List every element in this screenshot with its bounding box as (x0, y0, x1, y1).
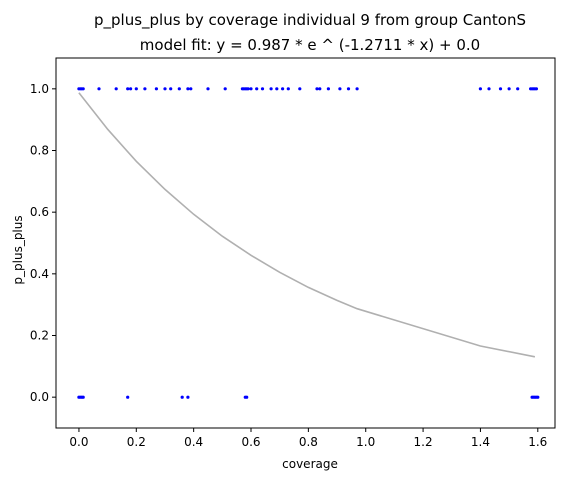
data-point (189, 87, 193, 91)
data-point (269, 87, 273, 91)
fit-line (78, 92, 536, 358)
data-point (478, 87, 482, 91)
data-point (298, 87, 302, 91)
data-point (143, 87, 147, 91)
data-point (206, 87, 210, 91)
chart-title: p_plus_plus by coverage individual 9 fro… (94, 11, 526, 30)
data-point (338, 87, 342, 91)
x-tick-label: 1.6 (528, 435, 547, 449)
data-point (318, 87, 322, 91)
data-point (134, 87, 138, 91)
points-layer (77, 87, 540, 399)
y-axis: 0.0 0.2 0.4 0.6 0.8 1.0 (30, 82, 56, 404)
data-point (346, 87, 351, 91)
chart-subtitle: model fit: y = 0.987 * e ^ (-1.2711 * x)… (140, 36, 480, 54)
y-tick-label: 0.6 (30, 205, 49, 219)
data-point (186, 87, 190, 91)
y-tick-label: 0.8 (30, 144, 49, 158)
x-tick-label: 1.2 (414, 435, 433, 449)
data-point (498, 87, 503, 91)
fit-line-layer (78, 92, 536, 358)
data-point (281, 87, 285, 91)
x-axis-label: coverage (282, 457, 338, 471)
data-point (507, 87, 511, 91)
y-axis-label: p_plus_plus (11, 215, 25, 284)
plot-area (55, 57, 556, 429)
y-tick-label: 0.2 (30, 329, 49, 343)
x-tick-label: 1.0 (356, 435, 375, 449)
x-tick-label: 0.4 (184, 435, 203, 449)
data-point (255, 87, 259, 91)
data-point (186, 395, 190, 399)
data-point (534, 87, 539, 91)
data-point (177, 87, 181, 91)
data-point (169, 87, 173, 91)
y-tick-label: 0.0 (30, 390, 49, 404)
x-tick-label: 0.6 (241, 435, 260, 449)
x-tick-label: 1.4 (471, 435, 490, 449)
data-point (487, 87, 491, 91)
data-point (245, 395, 249, 399)
data-point (246, 87, 250, 91)
data-point (81, 395, 85, 399)
plot-frame (55, 57, 556, 429)
data-point (260, 87, 265, 91)
data-point (81, 87, 85, 91)
x-tick-label: 0.0 (69, 435, 88, 449)
data-point (286, 87, 290, 91)
y-tick-label: 0.4 (30, 267, 49, 281)
data-point (126, 395, 130, 399)
x-tick-label: 0.8 (299, 435, 318, 449)
x-axis: 0.0 0.2 0.4 0.6 0.8 1.0 1.2 1.4 1.6 (69, 428, 547, 449)
data-point (536, 395, 540, 399)
data-point (97, 87, 101, 91)
data-point (126, 87, 130, 91)
data-point (129, 87, 133, 91)
data-point (275, 87, 279, 91)
data-point (223, 87, 227, 91)
y-tick-label: 1.0 (30, 82, 49, 96)
data-point (326, 87, 330, 91)
data-point (154, 87, 158, 91)
data-point (249, 87, 253, 91)
data-point (315, 87, 319, 91)
data-point (163, 87, 167, 91)
data-point (114, 87, 118, 91)
data-point (355, 87, 359, 91)
data-point (516, 87, 520, 91)
data-point (180, 395, 184, 399)
x-tick-label: 0.2 (127, 435, 146, 449)
